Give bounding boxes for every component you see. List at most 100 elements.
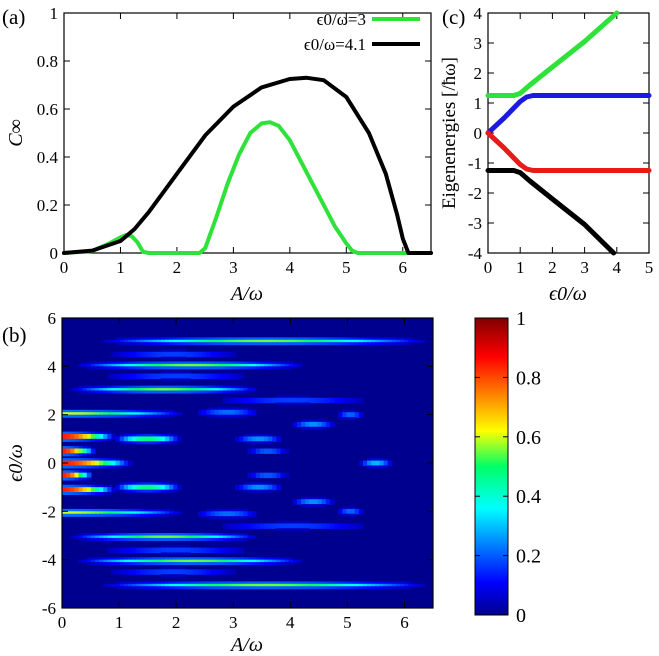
heatmap-cell <box>107 431 113 435</box>
heatmap-cell <box>202 373 207 377</box>
series-line-blue <box>485 93 652 136</box>
heatmap-cell <box>243 484 249 488</box>
heatmap-cell <box>218 550 224 554</box>
heatmap-cell <box>263 472 269 476</box>
heatmap-cell <box>144 586 150 590</box>
heatmap-cell <box>127 562 133 566</box>
heatmap-cell <box>66 463 71 467</box>
heatmap-cell <box>210 407 216 411</box>
heatmap-cell <box>99 388 104 392</box>
heatmap-cell <box>214 363 220 367</box>
heatmap-cell <box>193 559 199 563</box>
heatmap-cell <box>119 559 125 563</box>
heatmap-cell <box>321 525 327 529</box>
heatmap-cell <box>82 414 88 418</box>
heatmap-cell <box>165 487 170 491</box>
heatmap-cell <box>62 513 67 517</box>
heatmap-cell <box>169 537 174 541</box>
heatmap-cell <box>395 337 401 341</box>
heatmap-cell <box>239 390 244 394</box>
heatmap-cell <box>173 390 179 394</box>
heatmap-cell <box>280 397 286 401</box>
heatmap-cell <box>156 537 162 541</box>
heatmap-cell <box>127 533 133 537</box>
heatmap-cell <box>301 339 306 343</box>
heatmap-cell <box>127 581 133 585</box>
heatmap-cell <box>86 409 92 413</box>
heatmap-cell <box>210 516 216 520</box>
heatmap-cell <box>202 586 207 590</box>
heatmap-cell <box>226 547 232 551</box>
heatmap-cell <box>177 342 183 346</box>
heatmap-cell <box>255 363 261 367</box>
heatmap-cell <box>103 339 108 343</box>
heatmap-cell <box>329 424 335 428</box>
heatmap-cell <box>288 562 294 566</box>
heatmap-cell <box>148 354 154 358</box>
heatmap-cell <box>169 550 174 554</box>
heatmap-cell <box>202 354 207 358</box>
heatmap-cell <box>198 361 203 365</box>
heatmap-cell <box>243 559 249 563</box>
heatmap-cell <box>148 533 154 537</box>
heatmap-cell <box>235 376 240 380</box>
heatmap-cell <box>280 521 286 525</box>
heatmap-cell <box>66 465 71 469</box>
heatmap-cell <box>243 366 249 370</box>
heatmap-cell <box>160 354 166 358</box>
heatmap-cell <box>111 511 117 515</box>
heatmap-cell <box>185 557 191 561</box>
heatmap-cell <box>198 586 203 590</box>
heatmap-cell <box>226 583 232 587</box>
heatmap-cell <box>198 559 203 563</box>
heatmap-cell <box>301 337 306 341</box>
heatmap-cell <box>391 342 397 346</box>
heatmap-cell <box>90 484 96 488</box>
heatmap-cell <box>226 376 232 380</box>
heatmap-cell <box>78 450 84 454</box>
heatmap-cell <box>193 533 199 537</box>
heatmap-cell <box>247 339 253 343</box>
heatmap-cell <box>321 342 327 346</box>
heatmap-cell <box>189 385 195 389</box>
heatmap-cell <box>325 339 331 343</box>
heatmap-cell <box>226 388 232 392</box>
heatmap-cell <box>255 337 261 341</box>
heatmap-cell <box>107 339 113 343</box>
heatmap-cell <box>346 508 352 512</box>
heatmap-cell <box>169 569 174 573</box>
heatmap-cell <box>222 586 228 590</box>
heatmap-cell <box>148 339 154 343</box>
heatmap-cell <box>111 550 117 554</box>
heatmap-cell <box>156 354 162 358</box>
heatmap-cell <box>342 506 348 510</box>
heatmap-cell <box>383 460 389 464</box>
heatmap-cell <box>169 414 174 418</box>
heatmap-cell <box>338 511 343 515</box>
heatmap-cell <box>206 559 211 563</box>
heatmap-cell <box>156 388 162 392</box>
heatmap-cell <box>90 366 96 370</box>
heatmap-cell <box>132 550 137 554</box>
heatmap-cell <box>136 586 141 590</box>
heatmap-cell <box>160 337 166 341</box>
heatmap-cell <box>115 409 121 413</box>
heatmap-cell <box>400 337 405 341</box>
heatmap-cell <box>189 390 195 394</box>
heatmap-cell <box>243 409 249 413</box>
heatmap-cell <box>74 513 80 517</box>
heatmap-cell <box>169 552 174 556</box>
heatmap-cell <box>115 339 121 343</box>
heatmap-cell <box>239 557 244 561</box>
heatmap-cell <box>86 361 92 365</box>
heatmap-cell <box>74 458 80 462</box>
chart-b-xtick-label: 1 <box>115 613 124 632</box>
heatmap-cell <box>136 484 141 488</box>
heatmap-cell <box>329 583 335 587</box>
heatmap-cell <box>181 545 187 549</box>
heatmap-cell <box>169 566 174 570</box>
heatmap-cell <box>136 366 141 370</box>
heatmap-cell <box>288 400 294 404</box>
heatmap-cell <box>140 581 146 585</box>
heatmap-cell <box>214 508 220 512</box>
